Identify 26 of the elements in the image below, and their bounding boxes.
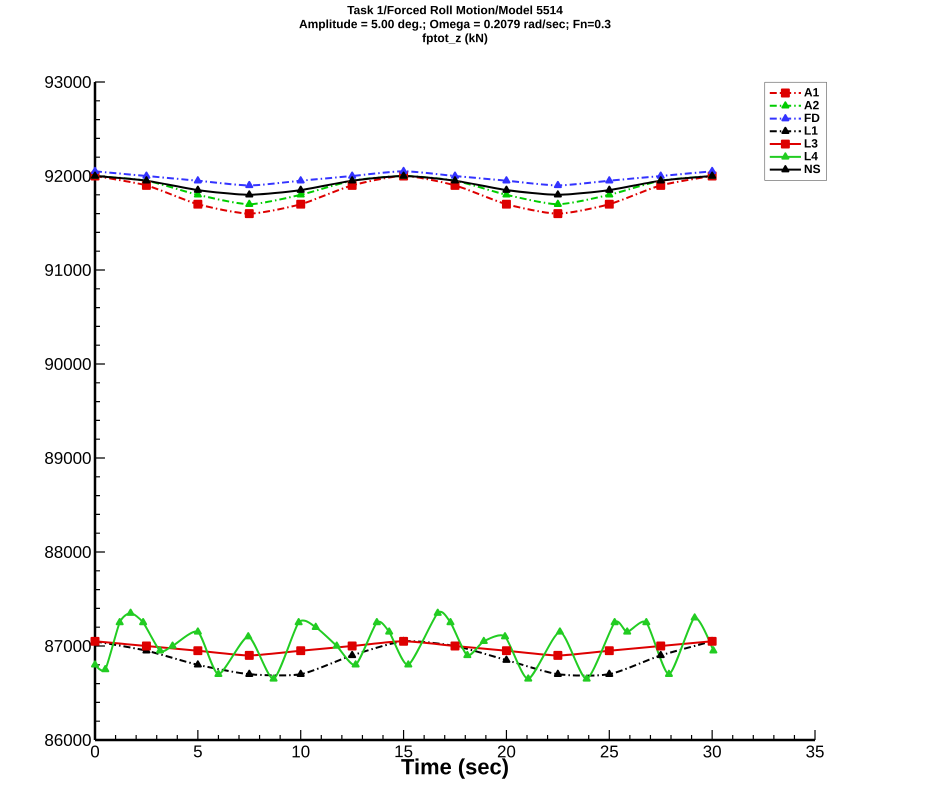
legend-label: L3 [804, 139, 818, 148]
legend-label: A2 [804, 100, 819, 110]
x-tick-label: 0 [90, 746, 100, 758]
x-tick-label: 15 [395, 746, 412, 758]
y-tick-label: 93000 [45, 76, 91, 88]
x-tick-label: 30 [703, 746, 721, 758]
chart-title: Task 1/Forced Roll Motion/Model 5514 [347, 6, 563, 14]
legend-label: L1 [804, 126, 818, 135]
legend-label: A1 [804, 88, 819, 96]
legend-label: FD [804, 114, 820, 122]
y-tick-label: 89000 [45, 452, 91, 464]
x-tick-label: 25 [600, 746, 618, 758]
legend-label: NS [804, 164, 820, 174]
x-tick-label: 20 [498, 746, 516, 758]
x-tick-label: 10 [292, 746, 310, 758]
y-tick-label: 88000 [45, 546, 91, 558]
legend-label: L4 [804, 152, 818, 160]
chart-subtitle: Amplitude = 5.00 deg.; Omega = 0.2079 rad/sec; Fn=0.3 [299, 19, 611, 31]
x-tick-label: 5 [194, 746, 202, 758]
y-tick-label: 86000 [45, 734, 91, 746]
y-tick-label: 90000 [45, 358, 91, 370]
y-axis-title: fptot_z (kN) [422, 33, 488, 45]
x-axis-title: Time (sec) [401, 758, 508, 779]
x-tick-label: 35 [806, 746, 824, 758]
y-tick-label: 87000 [45, 640, 91, 652]
y-tick-label: 91000 [45, 264, 91, 276]
